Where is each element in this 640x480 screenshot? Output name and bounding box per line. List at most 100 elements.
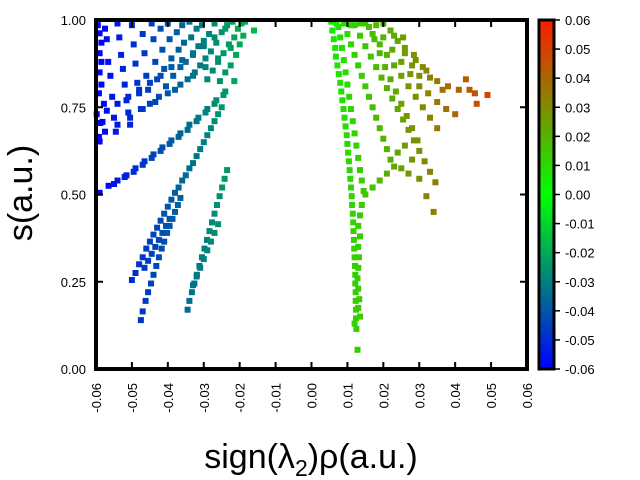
data-point	[190, 160, 196, 167]
data-point	[357, 313, 363, 320]
data-point	[351, 320, 358, 327]
data-point	[157, 25, 164, 32]
data-point	[240, 32, 247, 39]
x-axis-title: sign(λ2)ρ(a.u.)	[204, 438, 418, 480]
data-point	[353, 315, 359, 322]
data-point	[339, 97, 346, 104]
data-point	[360, 188, 367, 194]
data-point	[355, 62, 362, 69]
data-point	[193, 25, 200, 32]
data-point	[145, 289, 152, 296]
data-point	[221, 175, 228, 182]
data-point	[184, 306, 191, 313]
data-point	[339, 44, 345, 51]
data-point	[146, 79, 153, 86]
data-point	[154, 224, 161, 231]
data-point	[366, 93, 372, 100]
data-point	[356, 296, 363, 303]
data-point	[139, 106, 146, 112]
data-point	[95, 133, 102, 140]
data-point	[206, 31, 213, 37]
data-point	[166, 215, 173, 222]
colorbar-tick-label: -0.02	[565, 246, 595, 261]
data-point	[222, 69, 229, 76]
data-point	[427, 74, 433, 81]
data-point	[216, 193, 223, 200]
data-point	[371, 36, 378, 43]
data-point	[190, 282, 196, 289]
data-point	[166, 140, 173, 147]
data-point	[172, 189, 178, 196]
data-point	[132, 165, 139, 172]
data-point	[163, 83, 169, 90]
x-tick-label: 0.03	[412, 383, 427, 408]
data-point	[211, 118, 218, 125]
data-point	[202, 55, 209, 62]
data-point	[175, 46, 182, 53]
data-point	[137, 317, 144, 324]
data-point	[366, 24, 372, 30]
data-point	[227, 44, 234, 51]
x-tick-label: 0.05	[484, 383, 499, 408]
data-point	[105, 58, 112, 65]
x-axis-title-post: )ρ(a.u.)	[308, 438, 418, 476]
data-point	[166, 222, 173, 229]
data-point	[107, 72, 114, 79]
data-point	[434, 78, 441, 85]
data-point	[351, 22, 358, 29]
data-point	[155, 93, 162, 100]
data-point	[350, 219, 357, 226]
data-point	[398, 165, 405, 172]
data-point	[153, 263, 160, 269]
data-point	[213, 97, 220, 104]
data-point	[211, 100, 218, 107]
data-point	[152, 58, 159, 65]
data-point	[143, 72, 150, 79]
data-point	[416, 175, 423, 182]
data-point	[112, 128, 119, 135]
x-tick-label: 0.02	[376, 383, 391, 408]
data-point	[204, 247, 211, 254]
data-point	[473, 100, 480, 107]
data-point	[346, 167, 353, 174]
data-point	[200, 139, 207, 146]
data-point	[407, 71, 414, 78]
data-point	[218, 104, 225, 111]
data-point	[409, 62, 416, 69]
data-point	[197, 146, 204, 153]
data-point	[383, 146, 390, 153]
data-point	[96, 50, 103, 57]
data-point	[182, 58, 189, 65]
data-point	[98, 58, 105, 65]
data-point	[340, 57, 347, 64]
data-point	[195, 114, 202, 121]
data-point	[161, 238, 168, 245]
data-point	[190, 72, 196, 79]
data-point	[127, 114, 134, 121]
data-point	[434, 99, 441, 105]
x-tick-label: -0.02	[233, 383, 248, 413]
x-tick-label: -0.03	[197, 383, 212, 413]
data-point	[357, 167, 363, 174]
data-point	[100, 100, 107, 107]
data-point	[114, 20, 121, 27]
data-point	[387, 156, 394, 163]
data-point	[109, 93, 116, 100]
data-point	[148, 154, 155, 161]
data-point	[211, 20, 218, 27]
data-point	[382, 64, 389, 71]
data-point	[430, 208, 437, 215]
colorbar-ticks: 0.06 0.05 0.04 0.03 0.02 0.01 0.00 -0.01 -0.02 -0…	[554, 13, 595, 377]
data-point	[358, 177, 365, 184]
data-point	[98, 39, 105, 46]
x-tick-label: -0.04	[161, 383, 176, 413]
data-point	[355, 304, 362, 311]
x-tick-label: 0.06	[520, 383, 535, 408]
data-point	[345, 158, 352, 165]
data-point	[184, 126, 191, 133]
data-point	[484, 92, 491, 98]
colorbar-tick-label: 0.05	[565, 42, 590, 57]
data-point	[376, 50, 383, 57]
data-point	[132, 270, 139, 276]
colorbar-tick-label: 0.04	[565, 71, 590, 86]
